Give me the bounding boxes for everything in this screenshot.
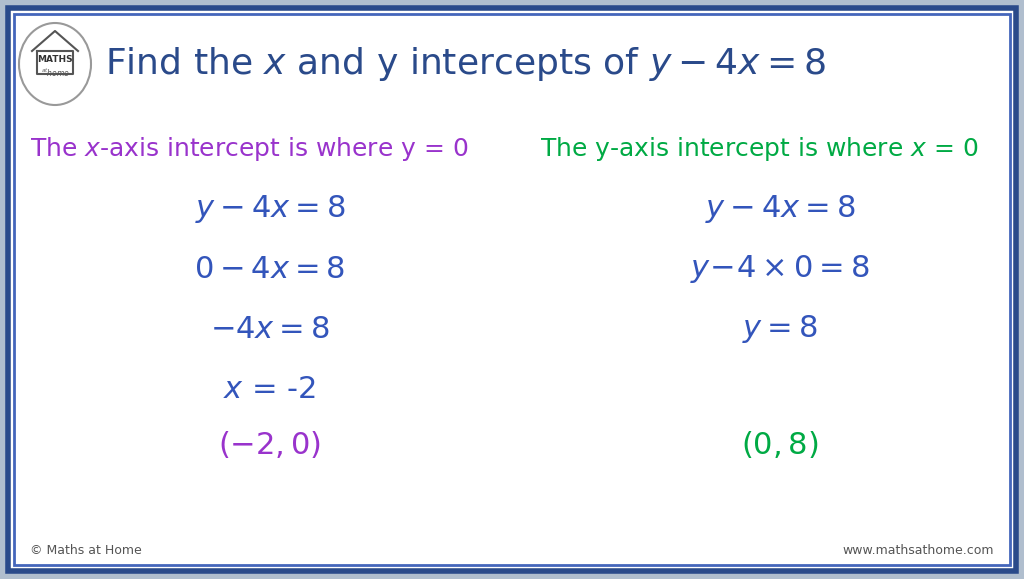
Text: MATHS: MATHS (37, 54, 73, 64)
Text: $(-2, 0)$: $(-2, 0)$ (218, 428, 322, 460)
Text: $y = 8$: $y = 8$ (742, 313, 818, 345)
Text: $x$ = -2: $x$ = -2 (223, 375, 316, 404)
Text: $^{at}$home: $^{at}$home (41, 67, 70, 79)
FancyBboxPatch shape (8, 8, 1016, 571)
Text: The y-axis intercept is where $x$ = 0: The y-axis intercept is where $x$ = 0 (540, 135, 978, 163)
Text: $(0, 8)$: $(0, 8)$ (741, 428, 819, 460)
Text: $y - 4x = 8$: $y - 4x = 8$ (705, 193, 855, 225)
Ellipse shape (19, 23, 91, 105)
Text: Find the $x$ and y intercepts of $y - 4x = 8$: Find the $x$ and y intercepts of $y - 4x… (105, 45, 826, 83)
Text: $y\!-\!4 \times 0 = 8$: $y\!-\!4 \times 0 = 8$ (690, 253, 869, 285)
Text: $0 - 4x = 8$: $0 - 4x = 8$ (195, 255, 345, 284)
Text: © Maths at Home: © Maths at Home (30, 544, 141, 558)
Text: $y - 4x = 8$: $y - 4x = 8$ (195, 193, 345, 225)
Text: The $x$-axis intercept is where y = 0: The $x$-axis intercept is where y = 0 (30, 135, 468, 163)
Text: $-4x = 8$: $-4x = 8$ (210, 314, 330, 343)
Text: www.mathsathome.com: www.mathsathome.com (843, 544, 994, 558)
